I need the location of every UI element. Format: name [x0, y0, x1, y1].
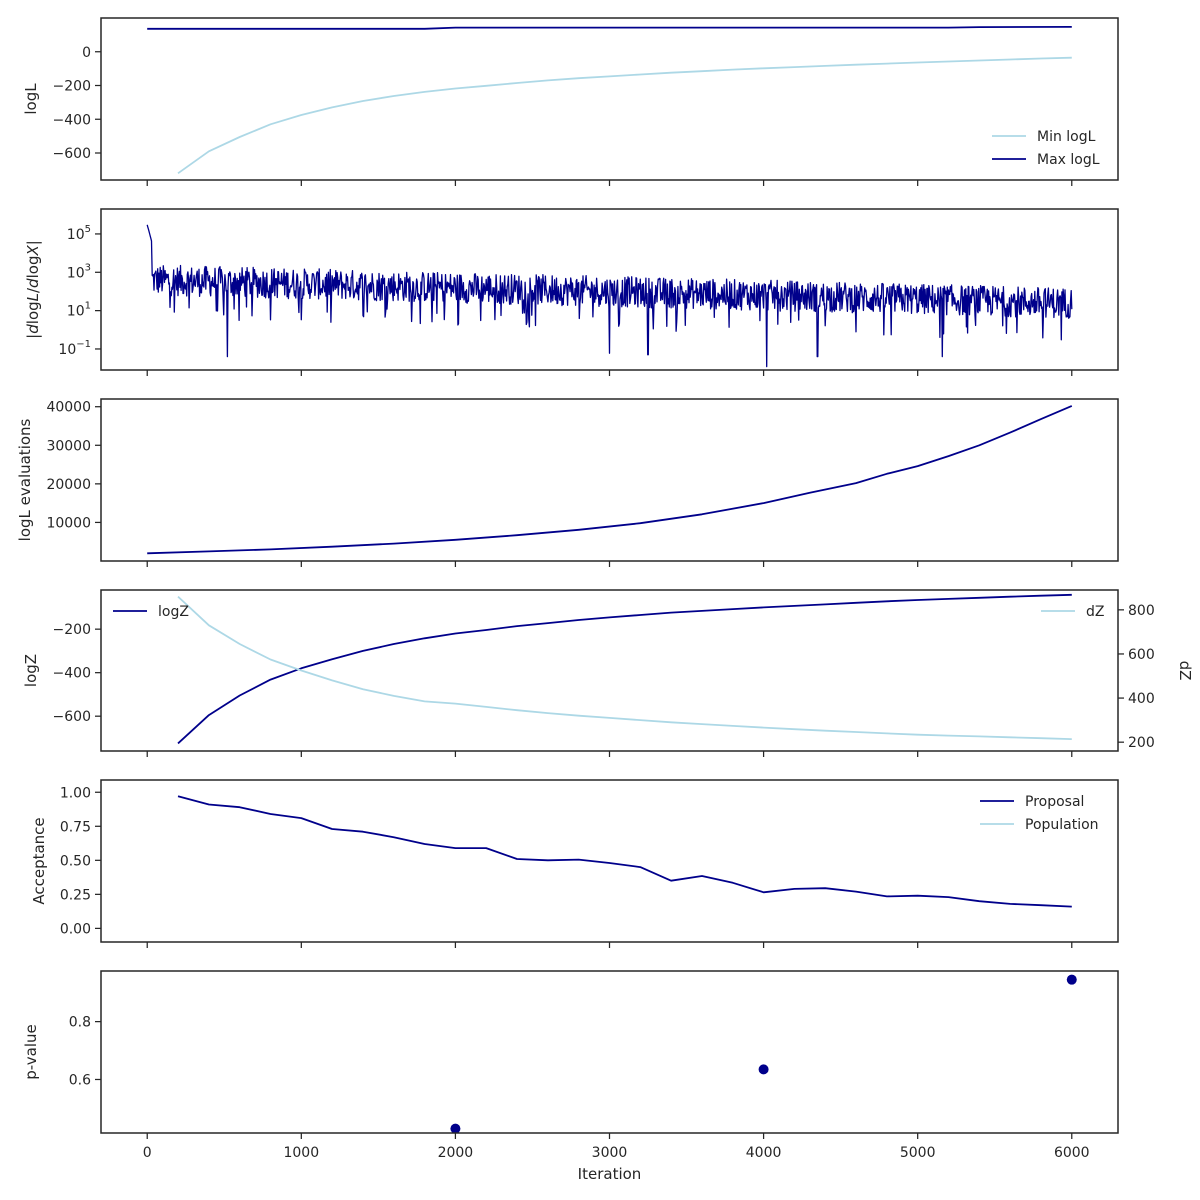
y-tick-label: 1.00 — [60, 785, 91, 801]
legend-right: dZ — [1041, 604, 1104, 620]
legend: Min logL Max logL — [992, 129, 1100, 168]
y-tick-label: −400 — [53, 666, 91, 682]
x-tick-label: 6000 — [1054, 1145, 1090, 1161]
y-axis-label: Acceptance — [30, 817, 48, 904]
y2-axis-label: dZ — [1176, 661, 1194, 681]
y-tick-label: 0.8 — [69, 1015, 91, 1031]
axes-frame — [100, 17, 1119, 181]
series-line-proposal — [177, 795, 1072, 908]
y2-tick-label: 600 — [1128, 647, 1155, 663]
y-tick-label: 10−1 — [58, 339, 91, 358]
axes-frame — [100, 779, 1119, 943]
plot-area — [147, 405, 1073, 555]
scatter-point — [1066, 974, 1077, 985]
axes-frame — [100, 970, 1119, 1134]
y-tick-label: −200 — [53, 622, 91, 638]
panel-3: 40000 30000 20000 10000 logL evaluations — [16, 398, 1119, 567]
series-line-data — [147, 405, 1073, 555]
legend-label: Population — [1025, 817, 1099, 833]
x-tick-label: 0 — [143, 1145, 152, 1161]
x-tick-label: 5000 — [900, 1145, 936, 1161]
axes-frame — [100, 208, 1119, 371]
y-axis-label: p-value — [22, 1024, 40, 1080]
panel-4: −200 −400 −600 logZ 800 600 400 200 dZ logZ dZ — [22, 589, 1194, 757]
y-tick-label: 20000 — [46, 477, 91, 493]
y-tick-label: −600 — [53, 146, 91, 162]
x-tick-label: 2000 — [438, 1145, 474, 1161]
legend-left: logZ — [113, 604, 189, 620]
panel-1: 0 −200 −400 −600 logL Min logL Max logL — [22, 17, 1119, 186]
y-tick-label: −600 — [53, 709, 91, 725]
x-tick-label: 3000 — [592, 1145, 628, 1161]
scatter-point — [450, 1123, 461, 1133]
legend-label: Max logL — [1037, 152, 1100, 168]
y-tick-label: −200 — [53, 79, 91, 95]
series-line-logz — [177, 593, 1072, 745]
plot-area — [177, 795, 1072, 908]
axes-frame — [100, 398, 1119, 562]
x-axis-label: Iteration — [578, 1165, 642, 1183]
x-tick-label: 4000 — [746, 1145, 782, 1161]
y-axis-label: logL — [22, 83, 40, 115]
y-tick-label: 105 — [67, 224, 91, 243]
series-line-max-logl — [147, 26, 1072, 30]
y-axis-label: logL evaluations — [16, 418, 34, 541]
plot-area — [146, 224, 1073, 368]
series-line-derivative — [146, 224, 1073, 368]
scatter-point — [758, 1064, 769, 1075]
plot-area — [177, 593, 1072, 745]
y2-tick-label: 800 — [1128, 603, 1155, 619]
series-line-dz — [177, 595, 1072, 740]
y-tick-label: 0.6 — [69, 1072, 91, 1088]
y-tick-label: 0.75 — [60, 819, 91, 835]
y2-tick-label: 200 — [1128, 735, 1155, 751]
y-axis-label: |dlogL/dlogX| — [24, 240, 42, 339]
panel-5: 1.00 0.75 0.50 0.25 0.00 Acceptance Proposal Po… — [30, 779, 1119, 948]
panel-6: 0.8 0.6 0 1000 2000 3000 4000 5000 6000 p-value — [22, 970, 1119, 1161]
y-tick-label: −400 — [53, 112, 91, 128]
legend-label: Proposal — [1025, 794, 1084, 810]
panel-2: 105 103 101 10−1 |dlogL/dlogX| — [24, 208, 1119, 376]
legend: Proposal Population — [980, 794, 1099, 833]
x-tick-label: 1000 — [283, 1145, 319, 1161]
y2-tick-label: 400 — [1128, 691, 1155, 707]
legend-label: logZ — [158, 604, 189, 620]
y-axis-label: logZ — [22, 654, 40, 687]
plot-area — [147, 26, 1072, 175]
axes-frame — [100, 589, 1119, 752]
y-tick-label: 10000 — [46, 515, 91, 531]
y-tick-label: 0.00 — [60, 921, 91, 937]
series-line-min-logl — [177, 56, 1072, 175]
plot-area — [450, 974, 1077, 1133]
legend-label: Min logL — [1037, 129, 1096, 145]
y-tick-label: 103 — [67, 262, 91, 281]
y-tick-label: 30000 — [46, 438, 91, 454]
y-tick-label: 101 — [67, 301, 91, 320]
legend-label: dZ — [1086, 604, 1104, 620]
y-tick-label: 40000 — [46, 400, 91, 416]
y-tick-label: 0 — [82, 45, 91, 61]
y-tick-label: 0.25 — [60, 887, 91, 903]
y-tick-label: 0.50 — [60, 853, 91, 869]
